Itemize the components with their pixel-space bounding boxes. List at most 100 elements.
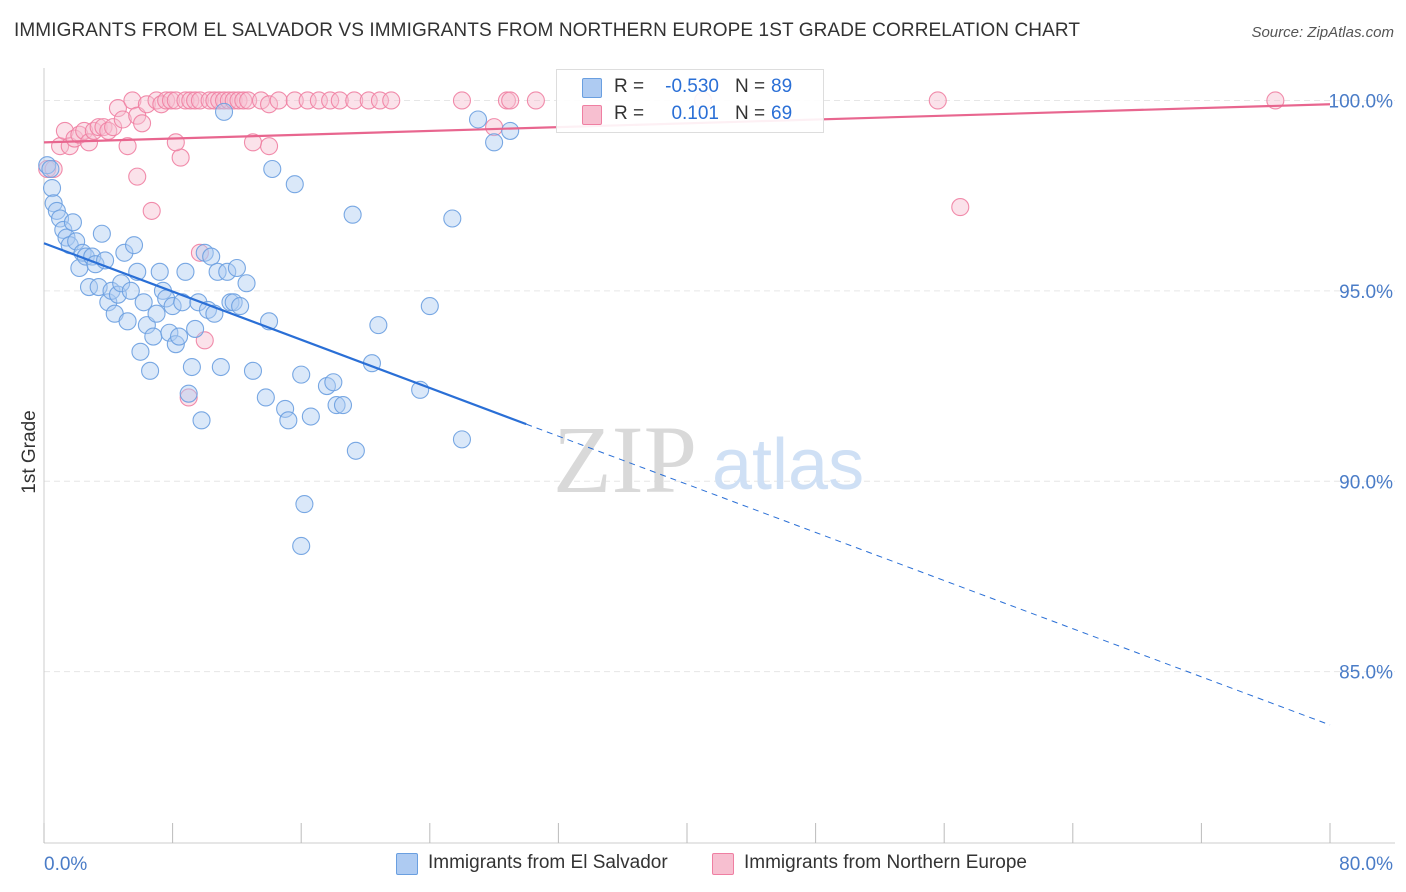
legend-row-pink: R = 0.101 N = 69 bbox=[557, 100, 823, 128]
bottom-legend-swatch-blue bbox=[396, 853, 418, 875]
data-point-pink bbox=[166, 133, 185, 152]
legend-row-blue: R = -0.530 N = 89 bbox=[557, 73, 823, 101]
data-point-pink bbox=[128, 167, 147, 186]
data-point-blue bbox=[41, 159, 60, 179]
legend-swatch-pink bbox=[582, 105, 602, 125]
data-point-pink bbox=[142, 201, 161, 220]
chart-title: IMMIGRANTS FROM EL SALVADOR VS IMMIGRANT… bbox=[14, 20, 1081, 41]
data-point-blue bbox=[118, 312, 137, 331]
data-point-pink bbox=[176, 91, 195, 110]
data-point-pink bbox=[330, 91, 349, 110]
data-point-pink bbox=[200, 91, 219, 110]
data-point-blue bbox=[263, 159, 282, 179]
legend-n-value: 69 bbox=[771, 103, 793, 124]
data-point-pink bbox=[171, 148, 190, 167]
data-point-pink bbox=[118, 137, 137, 156]
source-label: Source: ZipAtlas.com bbox=[1251, 24, 1394, 41]
watermark-atlas: atlas bbox=[712, 425, 864, 505]
data-point-blue bbox=[124, 236, 144, 255]
data-point-blue bbox=[285, 175, 304, 194]
pink-series-points bbox=[38, 91, 1285, 407]
data-point-blue bbox=[134, 293, 153, 312]
data-point-blue bbox=[121, 281, 140, 300]
data-point-blue bbox=[160, 323, 179, 342]
y-axis-label: 1st Grade bbox=[19, 410, 40, 493]
data-point-blue bbox=[42, 178, 62, 198]
data-point-blue bbox=[176, 262, 195, 281]
bottom-legend-label-pink: Immigrants from Northern Europe bbox=[744, 852, 1027, 873]
data-point-blue bbox=[112, 274, 131, 293]
data-point-pink bbox=[229, 91, 248, 110]
data-point-pink bbox=[190, 243, 209, 262]
data-point-pink bbox=[190, 91, 209, 110]
data-point-blue bbox=[115, 243, 134, 262]
data-point-blue bbox=[292, 365, 311, 384]
data-point-blue bbox=[501, 121, 520, 140]
data-point-blue bbox=[346, 441, 365, 460]
legend-r-value: 0.101 bbox=[671, 103, 719, 124]
data-point-blue bbox=[173, 293, 192, 312]
data-point-blue bbox=[67, 232, 86, 251]
data-point-pink bbox=[501, 91, 520, 110]
data-point-blue bbox=[468, 110, 488, 129]
y-tick-label: 90.0% bbox=[1339, 472, 1393, 493]
data-point-pink bbox=[928, 91, 947, 110]
data-point-blue bbox=[208, 262, 227, 281]
data-point-blue bbox=[343, 205, 362, 224]
data-point-pink bbox=[321, 91, 340, 110]
data-point-blue bbox=[237, 274, 256, 293]
data-point-blue bbox=[182, 357, 201, 377]
watermark-zip: ZIP bbox=[553, 406, 697, 513]
data-point-blue bbox=[147, 304, 166, 323]
data-point-blue bbox=[452, 430, 472, 449]
x-tick-label: 80.0% bbox=[1339, 854, 1393, 875]
legend-n-value: 89 bbox=[771, 76, 793, 97]
y-tick-label: 95.0% bbox=[1339, 282, 1393, 303]
data-point-blue bbox=[214, 102, 234, 121]
data-point-blue bbox=[227, 258, 246, 278]
data-point-blue bbox=[301, 407, 320, 426]
data-point-pink bbox=[186, 91, 205, 110]
data-point-blue bbox=[163, 297, 182, 316]
stats-legend: R = -0.530 N = 89 R = 0.101 N = 69 bbox=[556, 69, 824, 133]
data-point-pink bbox=[104, 118, 123, 137]
data-point-blue bbox=[79, 277, 99, 297]
trend-line-blue bbox=[43, 242, 527, 426]
grid-lines bbox=[44, 99, 1395, 673]
data-point-blue bbox=[276, 399, 295, 418]
data-point-blue bbox=[169, 327, 189, 346]
data-point-pink bbox=[108, 99, 127, 118]
tick-labels: 100.0% 95.0% 90.0% 85.0% 0.0% 80.0% bbox=[44, 91, 1393, 875]
data-point-pink bbox=[161, 91, 181, 110]
data-point-blue bbox=[63, 213, 82, 232]
legend-n-label: N = bbox=[735, 76, 766, 97]
data-point-pink bbox=[75, 121, 94, 140]
legend-swatch-blue bbox=[582, 78, 602, 98]
data-point-pink bbox=[382, 91, 401, 110]
data-point-pink bbox=[133, 114, 152, 133]
data-point-blue bbox=[443, 209, 462, 228]
bottom-legend-label-blue: Immigrants from El Salvador bbox=[428, 852, 668, 873]
data-point-blue bbox=[92, 224, 111, 243]
data-point-pink bbox=[259, 95, 279, 114]
blue-series-points bbox=[38, 102, 520, 556]
data-point-blue bbox=[324, 373, 343, 392]
data-point-pink bbox=[269, 91, 288, 110]
data-point-pink bbox=[113, 110, 132, 129]
data-point-blue bbox=[256, 388, 275, 407]
data-point-blue bbox=[218, 262, 237, 281]
data-point-blue bbox=[369, 316, 388, 335]
x-tick-label: 0.0% bbox=[44, 854, 87, 875]
legend-r-value: -0.530 bbox=[665, 76, 719, 97]
data-point-pink bbox=[243, 133, 263, 152]
data-point-pink bbox=[259, 137, 279, 156]
data-point-blue bbox=[186, 319, 205, 338]
data-point-blue bbox=[279, 411, 298, 430]
data-point-blue bbox=[211, 357, 230, 377]
data-point-blue bbox=[131, 342, 150, 361]
legend-r-label: R = bbox=[614, 103, 645, 124]
legend-r-label: R = bbox=[614, 76, 645, 97]
data-point-pink bbox=[951, 198, 970, 217]
data-point-pink bbox=[157, 91, 176, 110]
